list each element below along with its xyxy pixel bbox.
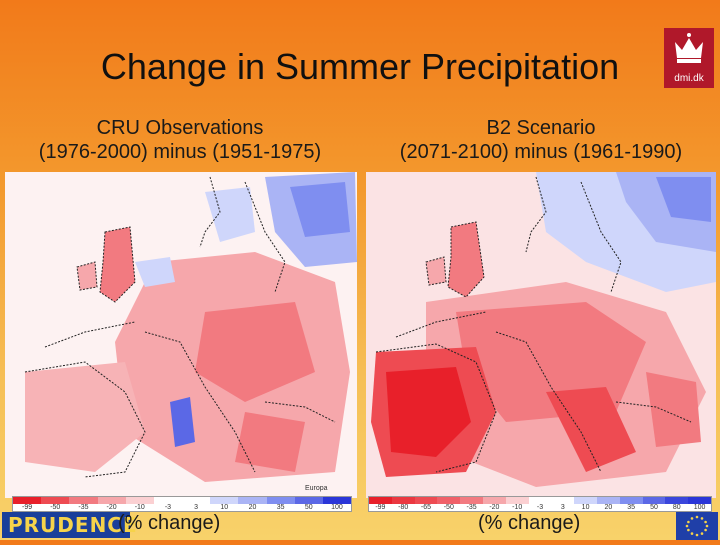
left-precipitation-map: Europa (5, 172, 357, 498)
legend-cell: 100 (322, 497, 352, 511)
dmi-logo: dmi.dk (664, 28, 714, 88)
legend-cell: 80 (665, 497, 689, 511)
right-legend: -99 -80 -65 -50 -35 -20 -10 -3 3 10 20 3… (368, 496, 712, 512)
eu-flag-icon (676, 512, 718, 540)
map-credit: Europa (305, 485, 328, 492)
right-unit-label: (% change) (478, 512, 581, 534)
legend-cell: -10 (125, 497, 154, 511)
legend-cell: 10 (574, 497, 597, 511)
legend-cell: 35 (266, 497, 295, 511)
legend-cell: -3 (528, 497, 552, 511)
legend-cell: 3 (551, 497, 575, 511)
legend-cell: 3 (182, 497, 211, 511)
right-map-title: B2 Scenario (486, 117, 596, 139)
legend-cell: -20 (482, 497, 506, 511)
legend-cell: -50 (41, 497, 70, 511)
right-map-period: (2071-2100) minus (1961-1990) (399, 141, 683, 163)
legend-cell: -99 (13, 497, 42, 511)
right-precipitation-map (366, 172, 716, 498)
legend-cell: -65 (414, 497, 438, 511)
crown-icon (675, 33, 703, 63)
left-legend: -99 -50 -35 -20 -10 -3 3 10 20 35 50 100 (12, 496, 352, 512)
right-map-heading: B2 Scenario (2071-2100) minus (1961-1990… (362, 116, 720, 164)
legend-cell: -50 (437, 497, 461, 511)
legend-cell: 20 (238, 497, 267, 511)
legend-cell: -35 (460, 497, 483, 511)
left-map-period: (1976-2000) minus (1951-1975) (38, 141, 322, 163)
legend-cell: 50 (642, 497, 666, 511)
legend-cell: 10 (210, 497, 239, 511)
legend-cell: -20 (97, 497, 126, 511)
legend-cell: -99 (369, 497, 392, 511)
left-unit-label: (% change) (118, 512, 221, 534)
legend-cell: -3 (153, 497, 183, 511)
legend-cell: 50 (294, 497, 323, 511)
legend-cell: 100 (688, 497, 711, 511)
logo-text: dmi.dk (674, 73, 704, 84)
legend-cell: -10 (505, 497, 529, 511)
left-map-heading: CRU Observations (1976-2000) minus (1951… (0, 116, 360, 164)
legend-cell: 35 (619, 497, 643, 511)
legend-cell: -35 (69, 497, 98, 511)
left-map-title: CRU Observations (96, 117, 264, 139)
legend-cell: -80 (391, 497, 415, 511)
legend-cell: 20 (596, 497, 620, 511)
prudence-logo: PRUDENCE (2, 512, 137, 538)
slide-title: Change in Summer Precipitation (100, 46, 620, 87)
